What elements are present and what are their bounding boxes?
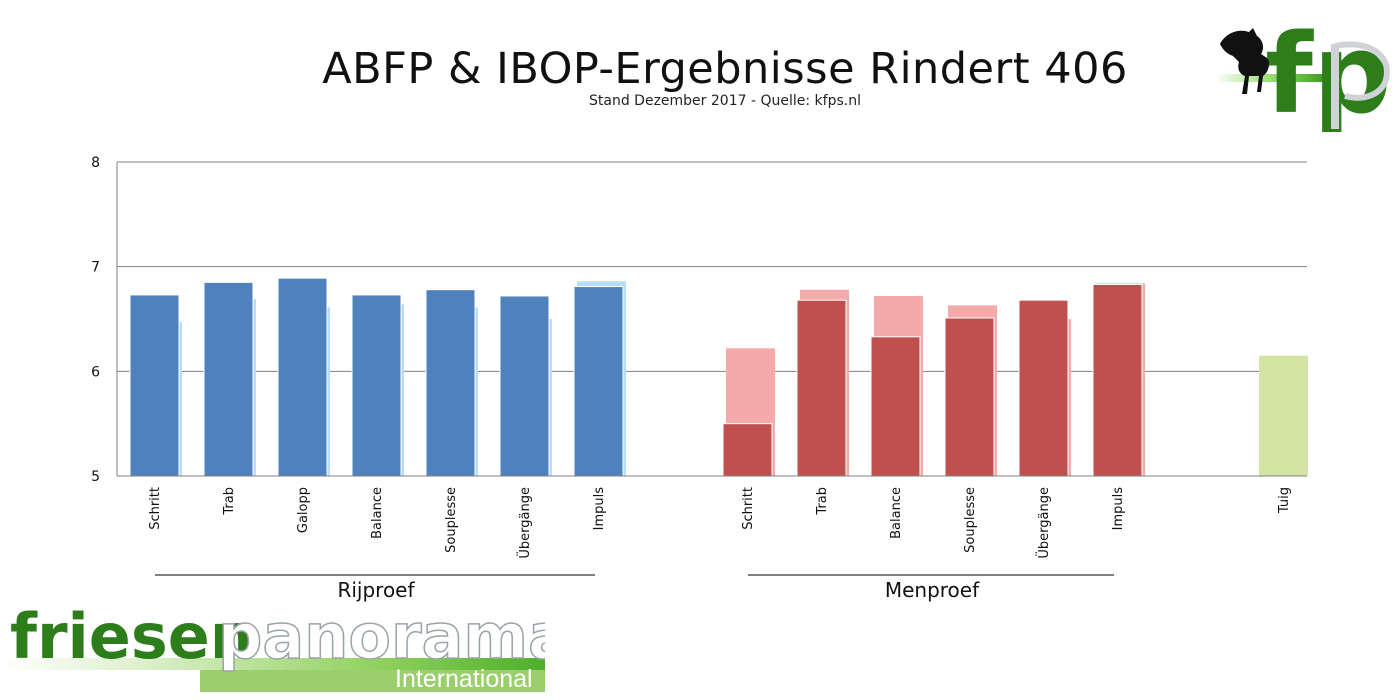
category-label: Schritt [148,487,163,530]
international-wordmark: International [395,665,533,693]
friesen-panorama-logo: friesen panorama International [0,600,545,693]
category-label: Galopp [296,487,311,533]
category-label: Übergänge [1035,487,1052,559]
category-label: Trab [815,487,830,516]
category-label: Souplesse [963,487,978,553]
bar-first-series [1018,299,1069,477]
category-label: Schritt [741,487,756,530]
fp-logo-letter-f: fp [1265,14,1392,132]
friesen-wordmark: friesen [10,600,254,673]
bar-first-series [870,336,921,477]
category-label: Impuls [1111,487,1126,531]
y-tick-label: 5 [91,469,100,485]
category-label: Balance [370,487,385,539]
bar-first-series [499,295,550,477]
bar-first-series [1092,283,1143,477]
bar-first-series [351,294,402,477]
chart-subtitle: Stand Dezember 2017 - Quelle: kfps.nl [589,93,861,109]
bar-first-series [722,423,773,477]
fp-logo: fp [1215,14,1392,132]
group-label: Rijproef [337,578,415,602]
chart-title: ABFP & IBOP-Ergebnisse Rindert 406 [322,44,1128,94]
category-label: Trab [222,487,237,516]
y-tick-label: 6 [91,364,100,380]
y-tick-label: 8 [91,155,100,171]
bar-first-series [944,317,995,477]
category-label: Souplesse [444,487,459,553]
group-label: Menproef [885,578,980,602]
bar-first-series [203,281,254,477]
bar-first-series [425,289,476,477]
panorama-wordmark: panorama [218,600,545,673]
bar-first-series [129,294,180,477]
y-tick-label: 7 [91,260,100,276]
category-label: Tuig [1277,487,1292,514]
category-label: Übergänge [516,487,533,559]
category-label: Impuls [592,487,607,531]
bar-first-series [573,286,624,477]
horse-icon [1220,28,1270,94]
category-label: Balance [889,487,904,539]
bar-single-series [1259,355,1308,476]
bar-first-series [277,277,328,477]
bar-first-series [796,299,847,477]
